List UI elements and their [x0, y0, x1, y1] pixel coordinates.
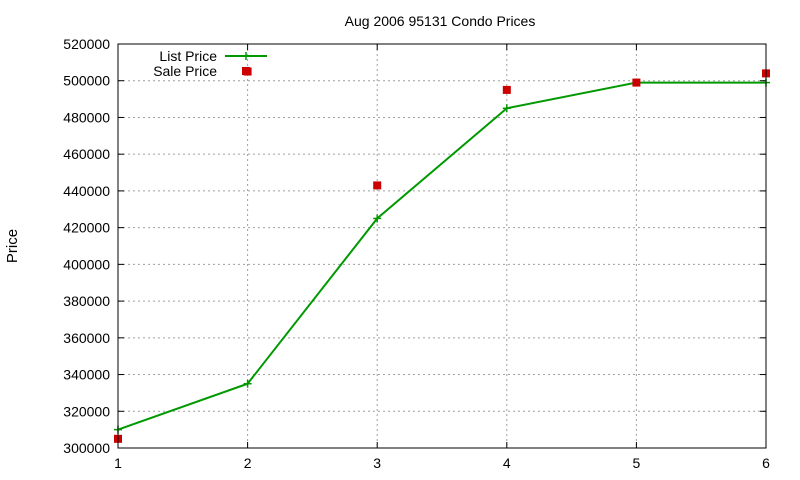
legend-label-sale-price: Sale Price [153, 63, 217, 79]
list-price-line [117, 81, 766, 431]
y-tick-label: 500000 [63, 73, 110, 89]
y-tick-label: 480000 [63, 109, 110, 125]
y-tick-label: 420000 [63, 220, 110, 236]
legend-marker [242, 52, 250, 60]
grid [118, 44, 766, 448]
sale-price-point [632, 78, 641, 87]
x-tick-label: 1 [114, 455, 122, 471]
list-price-point [243, 379, 252, 388]
chart-title: Aug 2006 95131 Condo Prices [345, 13, 536, 29]
y-tick-label: 440000 [63, 183, 110, 199]
y-tick-label: 520000 [63, 36, 110, 52]
x-tick-label: 6 [762, 455, 770, 471]
legend-marker [242, 67, 250, 75]
y-tick-label: 300000 [63, 440, 110, 456]
legend-swatch-list-price [225, 52, 267, 60]
y-tick-label: 380000 [63, 293, 110, 309]
x-tick-label: 2 [244, 455, 252, 471]
x-tick-label: 3 [373, 455, 381, 471]
y-tick-label: 460000 [63, 146, 110, 162]
y-tick-label: 400000 [63, 256, 110, 272]
sale-price-point [373, 181, 382, 190]
legend-swatch-sale-price [242, 67, 250, 75]
axis-ticks: 300000 320000 340000 360000 380000 400000 4200… [63, 36, 770, 471]
plot-frame [117, 43, 767, 449]
y-tick-label: 320000 [63, 403, 110, 419]
legend-label-list-price: List Price [159, 48, 217, 64]
y-tick-label: 340000 [63, 367, 110, 383]
list-price-point [502, 104, 511, 113]
x-tick-label: 5 [633, 455, 641, 471]
series-layer [114, 67, 770, 443]
list-price-point [373, 214, 382, 223]
y-axis-label: Price [4, 229, 21, 263]
y-tick-label: 360000 [63, 330, 110, 346]
sale-price-point [502, 85, 511, 94]
x-tick-label: 4 [503, 455, 511, 471]
